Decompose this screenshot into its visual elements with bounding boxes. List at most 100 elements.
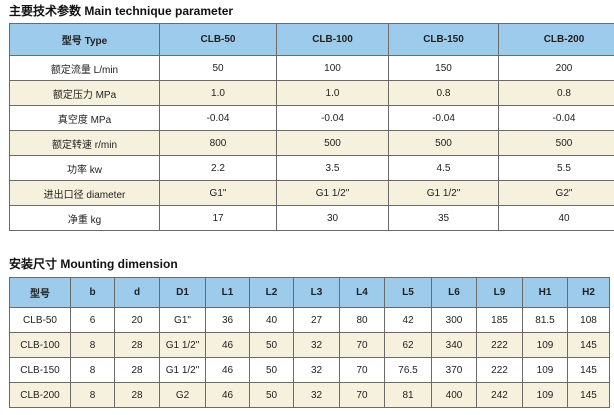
column-header: D1 — [159, 277, 206, 308]
table-cell: -0.04 — [498, 105, 614, 131]
table-cell: G1" — [159, 307, 206, 333]
table-cell: 0.8 — [498, 80, 614, 106]
table-cell: 4.5 — [388, 155, 499, 181]
table-cell: G1 1/2" — [276, 180, 389, 206]
table-cell: -0.04 — [388, 105, 499, 131]
table-cell: G1" — [159, 180, 277, 206]
table-cell: 32 — [293, 382, 340, 408]
table-cell: 8 — [70, 382, 115, 408]
column-header: L9 — [476, 277, 523, 308]
table-cell: G1 1/2" — [159, 357, 206, 383]
table-cell: 28 — [114, 357, 160, 383]
column-header: L1 — [205, 277, 250, 308]
table-cell: 3.5 — [276, 155, 389, 181]
table-cell: 30 — [276, 205, 389, 231]
column-header: CLB-100 — [276, 23, 389, 56]
column-header: 型号 Type — [9, 23, 160, 56]
row-label: 净重 kg — [9, 205, 160, 231]
row-label: CLB-50 — [9, 307, 71, 333]
table-cell: 108 — [567, 307, 610, 333]
table-cell: 46 — [205, 382, 250, 408]
table-cell: 100 — [276, 55, 389, 81]
table-cell: 81.5 — [522, 307, 568, 333]
column-header: L3 — [293, 277, 340, 308]
table-row: 额定转速 r/min 800 500 500 500 — [9, 130, 614, 156]
table-cell: 340 — [431, 332, 477, 358]
table-cell: 28 — [114, 332, 160, 358]
table-row: 净重 kg 17 30 35 40 — [9, 205, 614, 231]
row-label: CLB-100 — [9, 332, 71, 358]
table-row: CLB-150 8 28 G1 1/2" 46 50 32 70 76.5 370 222 109 14… — [9, 357, 610, 383]
table-cell: 8 — [70, 332, 115, 358]
table-cell: 40 — [498, 205, 614, 231]
table-cell: 70 — [339, 382, 385, 408]
table-cell: 50 — [249, 332, 294, 358]
table-row: CLB-100 8 28 G1 1/2" 46 50 32 70 62 340 222 109 145 — [9, 332, 610, 358]
table-cell: 242 — [476, 382, 523, 408]
column-header: L4 — [339, 277, 385, 308]
table-cell: 500 — [388, 130, 499, 156]
table-cell: 27 — [293, 307, 340, 333]
table-cell: -0.04 — [159, 105, 277, 131]
table-cell: 145 — [567, 382, 610, 408]
main-parameter-title: 主要技术参数 Main technique parameter — [9, 4, 234, 18]
table-row: 进出口径 diameter G1" G1 1/2" G1 1/2" G2" — [9, 180, 614, 206]
table-cell: 145 — [567, 332, 610, 358]
table-cell: 46 — [205, 332, 250, 358]
table-cell: 1.0 — [159, 80, 277, 106]
table-cell: G2 — [159, 382, 206, 408]
table-cell: 35 — [388, 205, 499, 231]
table-cell: 70 — [339, 332, 385, 358]
table-row: CLB-50 6 20 G1" 36 40 27 80 42 300 185 81.5 108 — [9, 307, 610, 333]
mounting-dimension-title: 安装尺寸 Mounting dimension — [9, 257, 178, 271]
table-cell: 145 — [567, 357, 610, 383]
column-header: b — [70, 277, 115, 308]
table-cell: 80 — [339, 307, 385, 333]
table-cell: G1 1/2" — [388, 180, 499, 206]
row-label: 进出口径 diameter — [9, 180, 160, 206]
table-cell: G2" — [498, 180, 614, 206]
table-cell: 185 — [476, 307, 523, 333]
row-label: 额定转速 r/min — [9, 130, 160, 156]
row-label: 额定压力 MPa — [9, 80, 160, 106]
table-cell: 32 — [293, 332, 340, 358]
row-label: CLB-150 — [9, 357, 71, 383]
column-header: CLB-150 — [388, 23, 499, 56]
table-cell: 40 — [249, 307, 294, 333]
column-header: H1 — [522, 277, 568, 308]
table-row: 真空度 MPa -0.04 -0.04 -0.04 -0.04 — [9, 105, 614, 131]
row-label: CLB-200 — [9, 382, 71, 408]
table-cell: 32 — [293, 357, 340, 383]
table-cell: 8 — [70, 357, 115, 383]
column-header: CLB-200 — [498, 23, 614, 56]
table-cell: 76.5 — [384, 357, 432, 383]
table-cell: 42 — [384, 307, 432, 333]
table-cell: 200 — [498, 55, 614, 81]
table-cell: 109 — [522, 357, 568, 383]
table-cell: 36 — [205, 307, 250, 333]
table-cell: 400 — [431, 382, 477, 408]
table-row: 额定压力 MPa 1.0 1.0 0.8 0.8 — [9, 80, 614, 106]
table-row: 功率 kw 2.2 3.5 4.5 5.5 — [9, 155, 614, 181]
table-cell: -0.04 — [276, 105, 389, 131]
table-row: 额定流量 L/min 50 100 150 200 — [9, 55, 614, 81]
main-parameter-table: 型号 Type CLB-50 CLB-100 CLB-150 CLB-200 额定流量 L… — [9, 23, 614, 231]
column-header: L5 — [384, 277, 432, 308]
table-cell: 50 — [249, 382, 294, 408]
table-cell: 81 — [384, 382, 432, 408]
table-cell: 109 — [522, 382, 568, 408]
table-cell: G1 1/2" — [159, 332, 206, 358]
table-cell: 2.2 — [159, 155, 277, 181]
table-cell: 500 — [498, 130, 614, 156]
table-cell: 370 — [431, 357, 477, 383]
table-cell: 1.0 — [276, 80, 389, 106]
column-header: d — [114, 277, 160, 308]
mounting-dimension-table: 型号 b d D1 L1 L2 L3 L4 L5 L6 L9 H1 H2 CLB-50 6 20 G1" 36 40… — [9, 277, 610, 408]
column-header: L6 — [431, 277, 477, 308]
row-label: 功率 kw — [9, 155, 160, 181]
table-cell: 70 — [339, 357, 385, 383]
table-cell: 222 — [476, 332, 523, 358]
column-header: 型号 — [9, 277, 71, 308]
table-cell: 28 — [114, 382, 160, 408]
table-cell: 5.5 — [498, 155, 614, 181]
